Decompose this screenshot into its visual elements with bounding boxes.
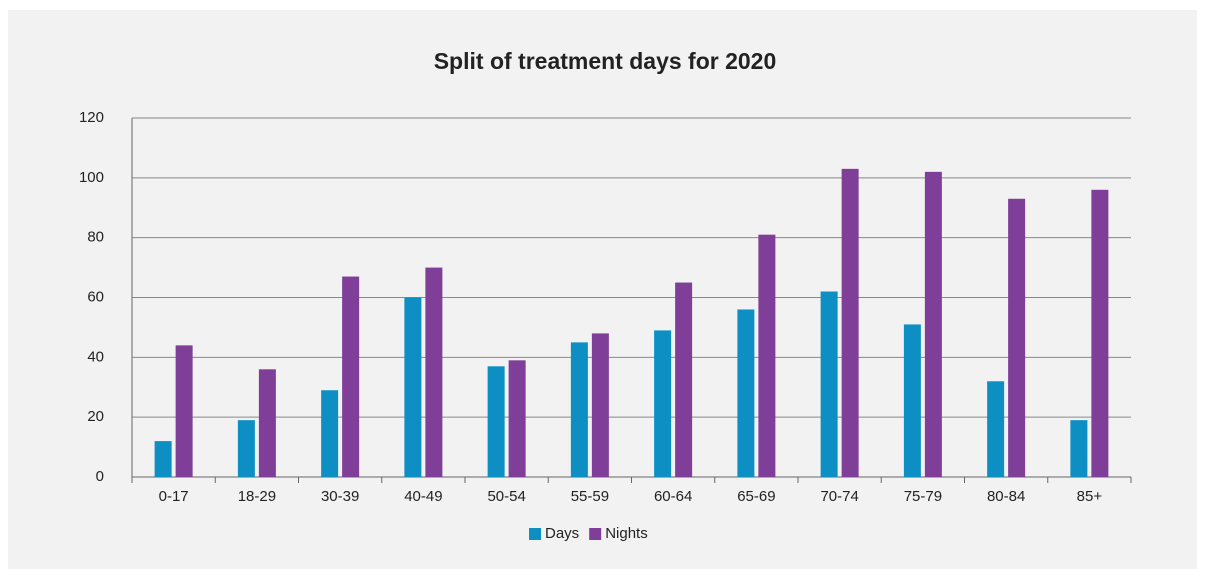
x-tick-label: 75-79 [904, 488, 942, 505]
x-tick-label: 80-84 [987, 488, 1025, 505]
bar [570, 342, 588, 477]
x-tick-label: 40-49 [404, 488, 442, 505]
bar [342, 276, 360, 477]
x-tick-label: 55-59 [571, 488, 609, 505]
x-tick-label: 50-54 [487, 488, 525, 505]
bar [737, 309, 755, 477]
legend-swatch [529, 528, 541, 540]
y-tick-label: 20 [87, 408, 104, 425]
x-tick-label: 60-64 [654, 488, 692, 505]
bar [487, 366, 505, 477]
y-tick-label: 40 [87, 348, 104, 365]
bar [321, 390, 339, 477]
legend-label: Days [545, 525, 579, 542]
bar [425, 267, 443, 477]
bar [987, 381, 1005, 477]
bar [175, 345, 193, 477]
bar [758, 234, 776, 477]
y-tick-label: 0 [96, 468, 104, 485]
x-tick-label: 0-17 [159, 488, 189, 505]
bar [154, 441, 172, 477]
bar [404, 297, 422, 477]
bar [1091, 189, 1109, 478]
bar [258, 369, 276, 477]
bar [654, 330, 672, 477]
x-tick-label: 70-74 [820, 488, 858, 505]
chart-title: Split of treatment days for 2020 [434, 48, 777, 74]
y-tick-label: 120 [79, 109, 104, 126]
bar [508, 360, 526, 477]
x-tick-label: 30-39 [321, 488, 359, 505]
y-tick-label: 100 [79, 169, 104, 186]
x-tick-label: 85+ [1077, 488, 1103, 505]
y-tick-label: 60 [87, 288, 104, 305]
bar [591, 333, 609, 477]
legend-label: Nights [605, 525, 648, 542]
bar [1070, 420, 1088, 477]
legend-swatch [589, 528, 602, 540]
bar [903, 324, 921, 477]
x-tick-label: 65-69 [737, 488, 775, 505]
bar [1008, 198, 1026, 477]
bar [841, 168, 859, 477]
x-tick-label: 18-29 [238, 488, 276, 505]
bar [237, 420, 255, 477]
y-tick-label: 80 [87, 229, 104, 246]
bar [820, 291, 838, 477]
bar [924, 171, 942, 477]
bar [675, 282, 693, 477]
